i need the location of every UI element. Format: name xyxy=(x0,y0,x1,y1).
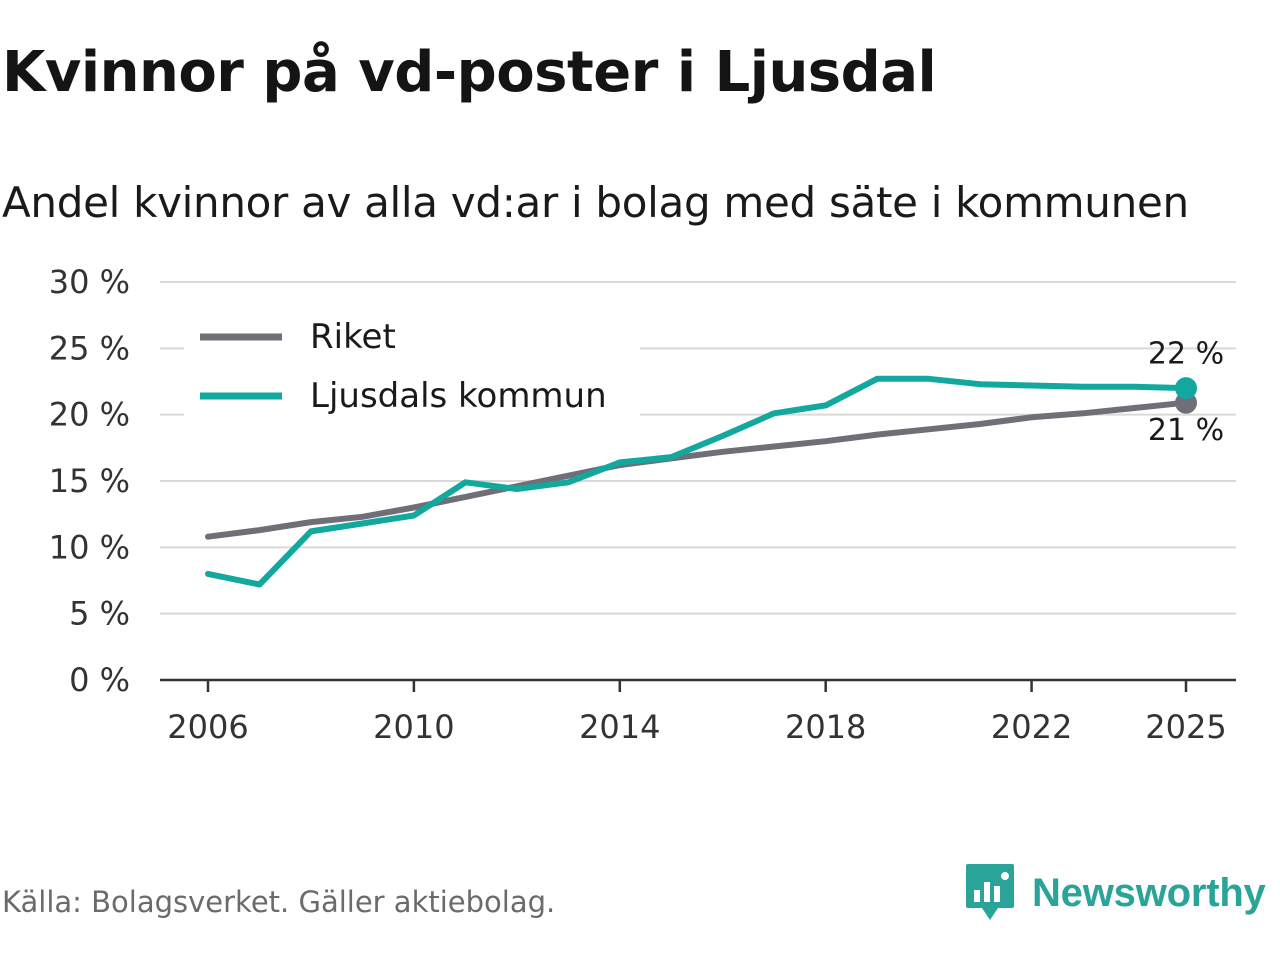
y-tick-label: 15 % xyxy=(49,462,130,500)
end-value-label: 21 % xyxy=(1148,413,1224,448)
brand-logo: Newsworthy xyxy=(964,862,1266,924)
y-tick-label: 5 % xyxy=(69,595,130,633)
y-tick-label: 0 % xyxy=(69,661,130,699)
legend: Riket Ljusdals kommun xyxy=(184,310,640,430)
x-tick-label: 2018 xyxy=(785,708,866,746)
source-note: Källa: Bolagsverket. Gäller aktiebolag. xyxy=(2,885,556,919)
series-line xyxy=(205,399,1189,540)
series-lines xyxy=(205,375,1197,588)
brand-name: Newsworthy xyxy=(1032,870,1266,915)
y-tick-label: 25 % xyxy=(49,329,130,367)
x-tick-label: 2014 xyxy=(579,708,660,746)
y-axis-labels: 0 % 5 % 10 % 15 % 20 % 25 % 30 % xyxy=(49,263,130,699)
y-tick-label: 20 % xyxy=(49,396,130,434)
x-tick-label: 2025 xyxy=(1145,708,1226,746)
x-tick-label: 2022 xyxy=(991,708,1072,746)
end-labels: 21 % 22 % xyxy=(1148,337,1224,449)
series-end-point xyxy=(1175,377,1197,400)
x-tick-label: 2010 xyxy=(373,708,454,746)
legend-background xyxy=(184,310,640,430)
legend-label: Riket xyxy=(310,317,396,357)
x-axis: 2006 2010 2014 2018 2022 2025 xyxy=(160,678,1236,746)
newsworthy-logo-icon xyxy=(966,864,1014,920)
x-tick-label: 2006 xyxy=(167,708,248,746)
chart-subtitle: Andel kvinnor av alla vd:ar i bolag med … xyxy=(2,178,1189,227)
legend-label: Ljusdals kommun xyxy=(310,376,607,416)
series-line xyxy=(205,375,1189,588)
y-tick-label: 10 % xyxy=(49,528,130,566)
y-tick-label: 30 % xyxy=(49,263,130,301)
chart-title: Kvinnor på vd-poster i Ljusdal xyxy=(2,40,937,105)
end-value-label: 22 % xyxy=(1148,337,1224,372)
